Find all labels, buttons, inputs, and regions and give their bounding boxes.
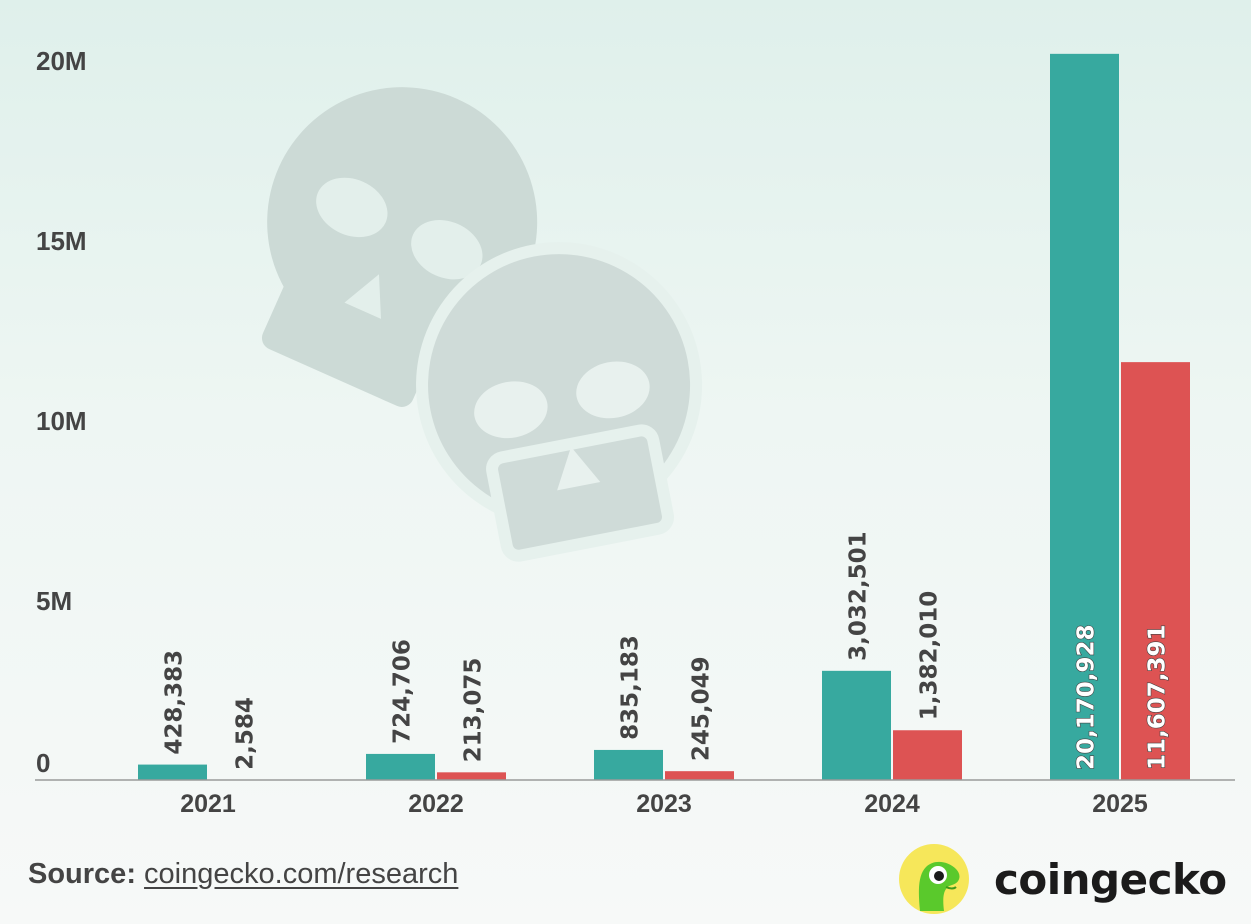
bar-primary xyxy=(594,749,663,780)
bar-secondary xyxy=(437,772,506,780)
chart: 0 5M 10M 15M 20M 428,383 724,706 835,183 3,032,… xyxy=(35,46,1235,818)
data-label: 3,032,501 xyxy=(846,531,872,661)
data-label: 2,584 xyxy=(233,697,259,770)
data-label: 835,183 xyxy=(618,635,644,740)
bar-secondary xyxy=(893,730,962,780)
source-note: Source: coingecko.com/research xyxy=(28,858,458,891)
x-tick-label: 2025 xyxy=(1092,790,1148,818)
bar-primary xyxy=(138,764,207,780)
data-label: 428,383 xyxy=(162,650,188,755)
bar-primary xyxy=(822,670,891,780)
y-axis: 0 5M 10M 15M 20M xyxy=(36,46,87,778)
bars xyxy=(138,53,1190,781)
data-label: 245,049 xyxy=(689,656,715,761)
bar-primary xyxy=(366,753,435,780)
source-link[interactable]: coingecko.com/research xyxy=(144,858,459,890)
data-label: 11,607,391 xyxy=(1145,624,1171,770)
brand: coingecko xyxy=(898,842,1238,916)
y-tick-label: 15M xyxy=(36,226,87,256)
x-axis: 2021 2022 2023 2024 2025 xyxy=(180,790,1148,818)
source-label: Source: xyxy=(28,858,136,890)
skull-icon xyxy=(261,87,538,407)
bar-primary xyxy=(1050,53,1119,780)
y-tick-label: 20M xyxy=(36,46,87,76)
x-tick-label: 2024 xyxy=(864,790,920,818)
bar-secondary xyxy=(1121,362,1190,780)
data-label: 1,382,010 xyxy=(917,591,943,721)
skull-icon xyxy=(416,242,703,562)
x-tick-label: 2021 xyxy=(180,790,236,818)
y-tick-label: 0 xyxy=(36,748,50,778)
x-tick-label: 2023 xyxy=(636,790,692,818)
data-label: 724,706 xyxy=(390,639,416,744)
x-tick-label: 2022 xyxy=(408,790,464,818)
bar-secondary xyxy=(665,771,734,780)
y-tick-label: 5M xyxy=(36,586,72,616)
brand-name: coingecko xyxy=(994,854,1227,904)
data-label: 20,170,928 xyxy=(1074,624,1100,770)
y-tick-label: 10M xyxy=(36,406,87,436)
gecko-logo-icon xyxy=(899,844,969,914)
data-labels: 428,383 724,706 835,183 3,032,501 20,170,928… xyxy=(162,531,1172,770)
data-label: 213,075 xyxy=(461,658,487,763)
